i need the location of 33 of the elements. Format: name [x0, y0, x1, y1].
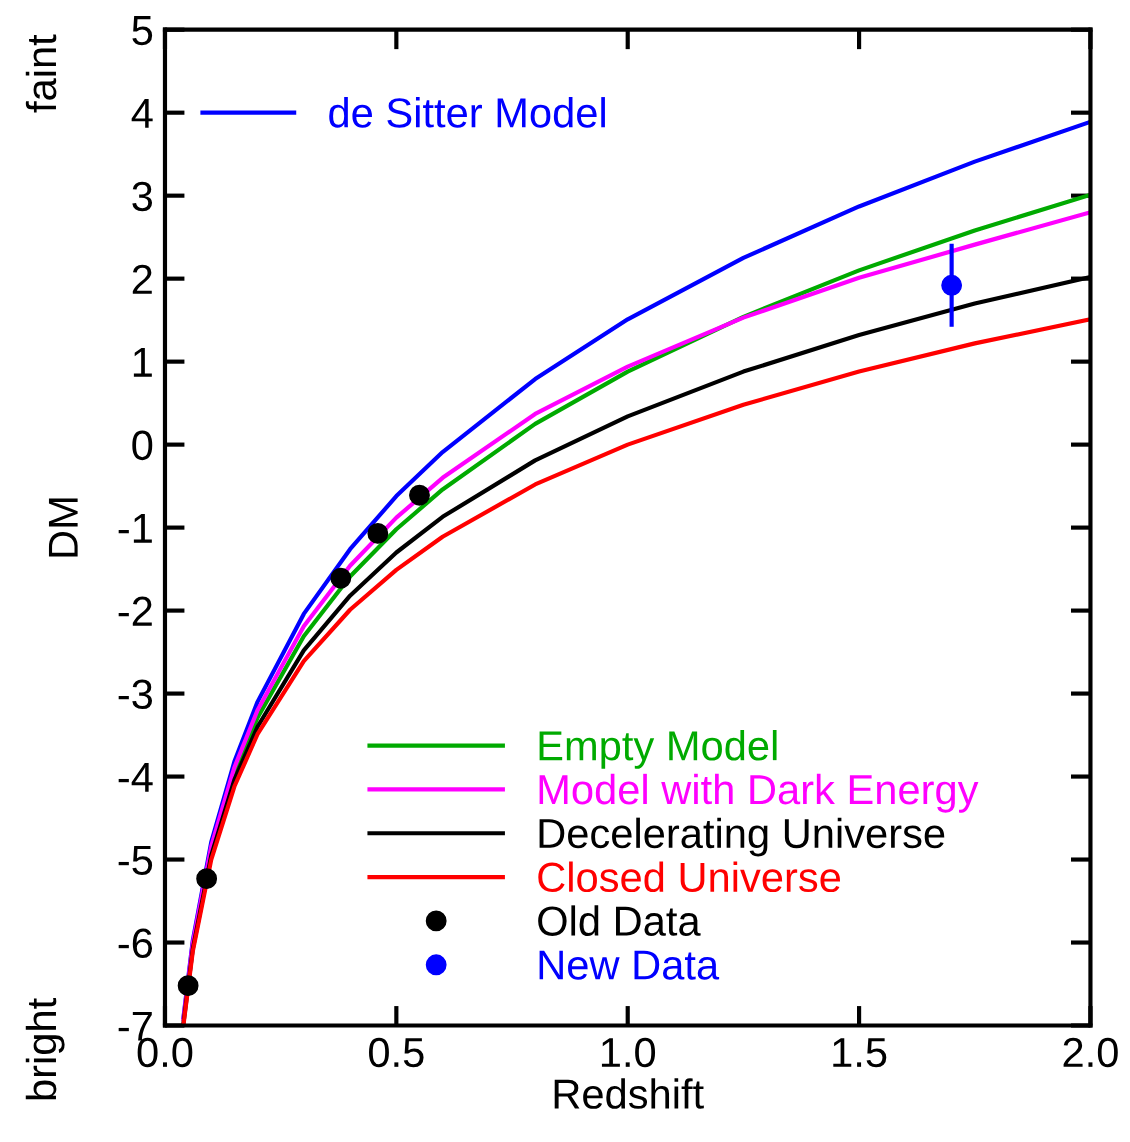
- x-tick-label: 1.0: [601, 1037, 656, 1068]
- point: [330, 567, 352, 589]
- x-axis-title: Redshift: [554, 1078, 704, 1109]
- legend-label: New Data: [539, 950, 720, 980]
- y-axis-title: DM: [48, 498, 78, 557]
- text: bright: [25, 998, 65, 1100]
- y-tick-label: 2: [132, 264, 152, 294]
- y-tick-label: -6: [118, 928, 153, 959]
- legend-label: Closed Universe: [538, 861, 841, 893]
- legend-label: Model with Dark Energy: [539, 773, 979, 813]
- point: [941, 274, 963, 296]
- point: [196, 868, 218, 890]
- y-tick-label: -5: [118, 845, 153, 876]
- y-tick-label: 5: [132, 16, 153, 46]
- y-tick-label: -1: [118, 514, 152, 543]
- y-tick-label: -3: [118, 679, 153, 710]
- y-tick-label: 4: [131, 99, 153, 128]
- x-tick-label: 1.5: [833, 1038, 887, 1068]
- legend-label: Decelerating Universe: [539, 817, 945, 857]
- point: [367, 522, 389, 544]
- legend-label: Empty Model: [539, 729, 777, 769]
- legend-label: de Sitter Model: [329, 97, 605, 128]
- y-tick-label: 3: [132, 181, 153, 212]
- x-tick-label: 2.0: [1063, 1037, 1118, 1068]
- text: faint: [25, 34, 57, 113]
- y-tick-label: -2: [118, 596, 152, 626]
- point: [177, 975, 199, 997]
- y-tick-label: 1: [133, 348, 152, 377]
- point: [409, 484, 430, 506]
- legend-label: Old Data: [538, 905, 701, 936]
- y-tick-label: 0: [132, 430, 153, 461]
- x-tick-label: 0.5: [369, 1037, 424, 1068]
- y-tick-label: -4: [118, 762, 153, 792]
